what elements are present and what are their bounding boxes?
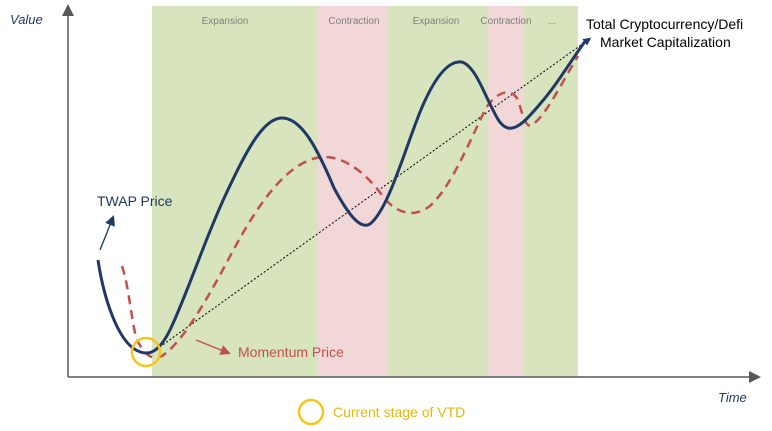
phase-band-ellipsis [524,6,578,377]
phase-label-contraction-2: Contraction [480,16,531,27]
vtd-legend-label: Current stage of VTD [333,404,465,420]
market-cap-label-line1: Total Cryptocurrency/Defi [586,16,743,32]
vtd-stage-marker [130,336,162,368]
phase-label-expansion-2: Expansion [413,16,460,27]
phase-band-expansion-1 [152,6,318,377]
phase-labels: Expansion Contraction Expansion Contract… [202,16,557,27]
momentum-price-label: Momentum Price [238,344,344,360]
phase-label-ellipsis: ... [548,16,556,27]
phase-bands [152,6,578,377]
twap-price-label: TWAP Price [97,193,173,209]
momentum-arrow [195,339,231,355]
phase-label-expansion-1: Expansion [202,16,249,27]
vtd-legend-marker [297,398,325,426]
x-axis-label: Time [718,390,747,405]
y-axis-label: Value [10,12,43,27]
twap-price-curve [96,39,588,355]
market-cap-trend-line [149,37,592,355]
phase-band-contraction-1 [318,6,388,377]
phase-band-contraction-2 [488,6,524,377]
phase-band-expansion-2 [388,6,488,377]
phase-label-contraction-1: Contraction [328,16,379,27]
twap-arrow [99,215,115,251]
market-cap-label-line2: Market Capitalization [600,34,731,50]
